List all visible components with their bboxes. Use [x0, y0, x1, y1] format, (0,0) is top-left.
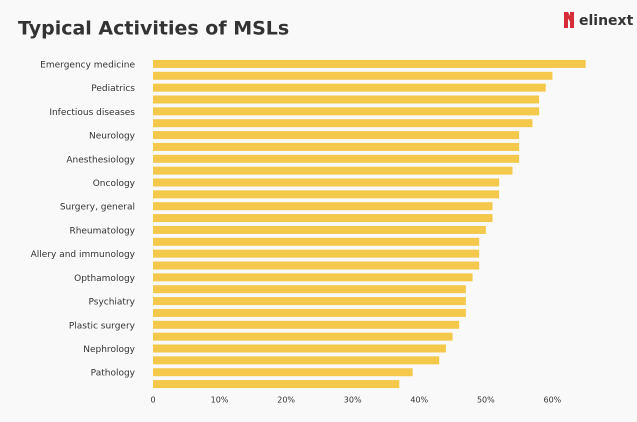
bar — [153, 190, 500, 199]
y-tick-label: Rheumatology — [69, 226, 135, 236]
y-tick-label: Infectious diseases — [49, 108, 135, 118]
y-tick-label: Surgery, general — [60, 203, 135, 213]
bar — [153, 59, 586, 68]
bar — [153, 131, 520, 140]
y-tick-label: Emergency medicine — [40, 60, 135, 70]
logo-icon — [564, 12, 574, 28]
y-tick-label: Psychiatry — [88, 298, 135, 308]
chart-title: Typical Activities of MSLs — [18, 18, 289, 40]
y-tick-label: Neurology — [89, 132, 136, 142]
x-tick-label: 10% — [211, 396, 229, 405]
y-tick-label: Plastic surgery — [69, 321, 136, 331]
bar — [153, 119, 533, 128]
x-tick-label: 0 — [150, 396, 155, 405]
logo-text: elinext — [579, 13, 634, 29]
bar — [153, 142, 520, 151]
y-tick-label: Nephrology — [83, 345, 135, 355]
y-tick-label: Allery and immunology — [31, 250, 136, 260]
y-tick-label: Pediatrics — [91, 84, 135, 94]
bar — [153, 273, 473, 282]
bar — [153, 237, 480, 246]
x-tick-label: 60% — [544, 396, 562, 405]
y-tick-label: Oncology — [93, 179, 136, 189]
bar — [153, 225, 486, 234]
bar — [153, 214, 493, 223]
bar — [153, 71, 553, 80]
bar — [153, 308, 466, 317]
bar — [153, 178, 500, 187]
x-tick-label: 20% — [277, 396, 295, 405]
bar — [153, 154, 520, 163]
bar — [153, 166, 513, 175]
bar — [153, 356, 440, 365]
bar — [153, 95, 540, 104]
bar — [153, 344, 446, 353]
x-tick-label: 40% — [410, 396, 428, 405]
bar — [153, 332, 453, 341]
bar — [153, 83, 546, 92]
bar — [153, 107, 540, 116]
bar — [153, 380, 400, 389]
y-tick-label: Pathology — [91, 369, 136, 379]
bar — [153, 261, 480, 270]
x-tick-label: 30% — [344, 396, 362, 405]
bar — [153, 320, 460, 329]
bar — [153, 297, 466, 306]
bar — [153, 368, 413, 377]
x-tick-label: 50% — [477, 396, 495, 405]
y-tick-label: Anesthesiology — [66, 155, 135, 165]
bar — [153, 202, 493, 211]
y-tick-label: Opthamology — [74, 274, 136, 284]
bar — [153, 249, 480, 258]
bar — [153, 285, 466, 294]
